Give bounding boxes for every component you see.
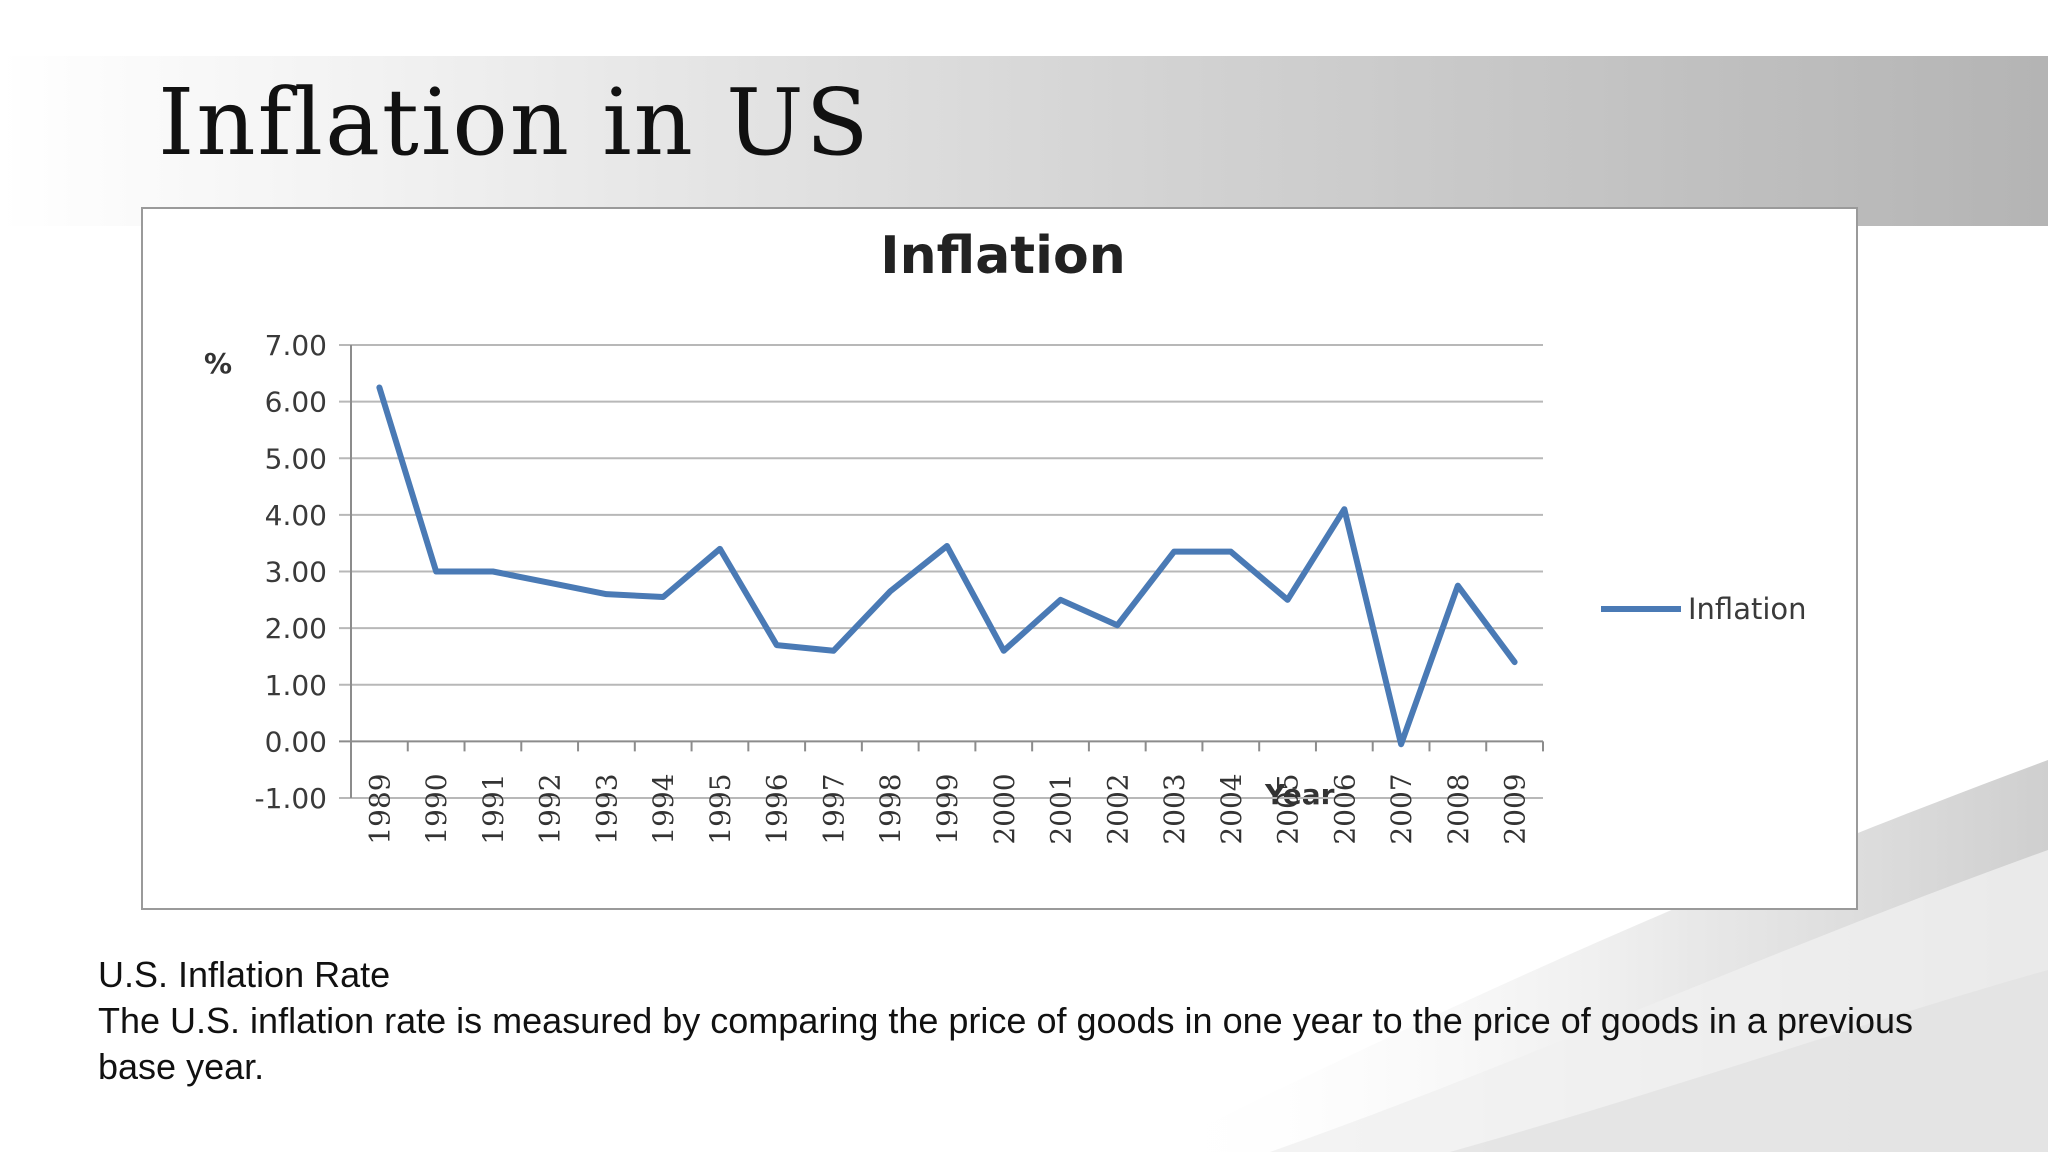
x-tick-label: 2001: [1045, 773, 1078, 844]
y-tick-label: 5.00: [265, 442, 327, 475]
y-tick-labels: 7.00 6.00 5.00 4.00 3.00 2.00 1.00 0.00 -1.00: [255, 329, 327, 815]
x-tick-label: 2007: [1385, 773, 1418, 844]
data-point: [717, 546, 723, 552]
data-point: [774, 642, 780, 648]
data-point: [1001, 648, 1007, 654]
y-tick-label: 2.00: [265, 612, 327, 645]
y-tick-label: 4.00: [265, 499, 327, 532]
legend-label: Inflation: [1688, 592, 1807, 626]
axes: [339, 345, 1544, 798]
data-point: [1228, 549, 1234, 555]
slide-title: Inflation in US: [158, 69, 871, 176]
x-tick-label: 2009: [1499, 773, 1532, 844]
x-tick-label: 1989: [363, 773, 396, 844]
y-axis-label: %: [204, 347, 232, 380]
x-tick-label: 1998: [874, 773, 907, 844]
x-tick-labels: 1989 1990 1991 1992 1993 1994 1995 1996 1997 1998…: [363, 773, 1531, 844]
chart-frame: Inflation % Year 7.00 6.00 5.00 4.00 3.00 2.0…: [141, 207, 1858, 910]
data-point: [830, 648, 836, 654]
series-layer: [376, 384, 1518, 748]
data-point: [1512, 659, 1518, 665]
x-tick-label: 1996: [761, 773, 794, 844]
data-point: [944, 543, 950, 549]
data-point: [547, 580, 553, 586]
x-tick-label: 1997: [817, 773, 850, 844]
data-point: [887, 588, 893, 594]
x-tick-label: 2004: [1215, 773, 1248, 844]
caption: U.S. Inflation Rate The U.S. inflation r…: [98, 952, 1978, 1090]
x-axis-label: Year: [1264, 778, 1335, 811]
x-tick-label: 1999: [931, 773, 964, 844]
y-tick-label: -1.00: [255, 782, 327, 815]
data-point: [1341, 506, 1347, 512]
y-tick-label: 6.00: [265, 386, 327, 419]
x-tick-label: 2005: [1272, 773, 1305, 844]
data-point: [603, 591, 609, 597]
y-tick-label: 7.00: [265, 329, 327, 362]
x-tick-label: 1995: [704, 773, 737, 844]
data-point: [1285, 597, 1291, 603]
data-point: [1114, 622, 1120, 628]
x-tick-label: 1992: [534, 773, 567, 844]
chart-title: Inflation: [880, 226, 1125, 286]
inflation-line-chart: Inflation % Year 7.00 6.00 5.00 4.00 3.00 2.0…: [204, 226, 1807, 845]
data-point: [1398, 741, 1404, 747]
data-point: [490, 569, 496, 574]
x-tick-label: 2002: [1101, 773, 1134, 844]
x-tick-label: 1991: [477, 773, 510, 844]
y-tick-label: 3.00: [265, 556, 327, 589]
x-tick-label: 2000: [988, 773, 1021, 844]
x-tick-label: 2003: [1158, 773, 1191, 844]
x-tick-label: 2008: [1442, 773, 1475, 844]
caption-body: The U.S. inflation rate is measured by c…: [98, 1000, 1914, 1087]
data-point: [433, 569, 439, 574]
data-point: [1058, 597, 1064, 603]
x-tick-label: 1994: [647, 773, 680, 844]
caption-heading: U.S. Inflation Rate: [98, 954, 391, 995]
data-point: [1171, 549, 1177, 555]
series-line-inflation: [376, 384, 1518, 748]
x-tick-label: 1993: [590, 773, 623, 844]
header-band: [0, 56, 2048, 226]
legend: Inflation: [1601, 592, 1807, 626]
y-tick-label: 1.00: [265, 669, 327, 702]
y-tick-label: 0.00: [265, 725, 327, 758]
x-tick-label: 2006: [1328, 773, 1361, 844]
x-tick-label: 1990: [420, 773, 453, 844]
data-point: [376, 384, 382, 390]
data-point: [1455, 583, 1461, 589]
data-point: [660, 594, 666, 600]
